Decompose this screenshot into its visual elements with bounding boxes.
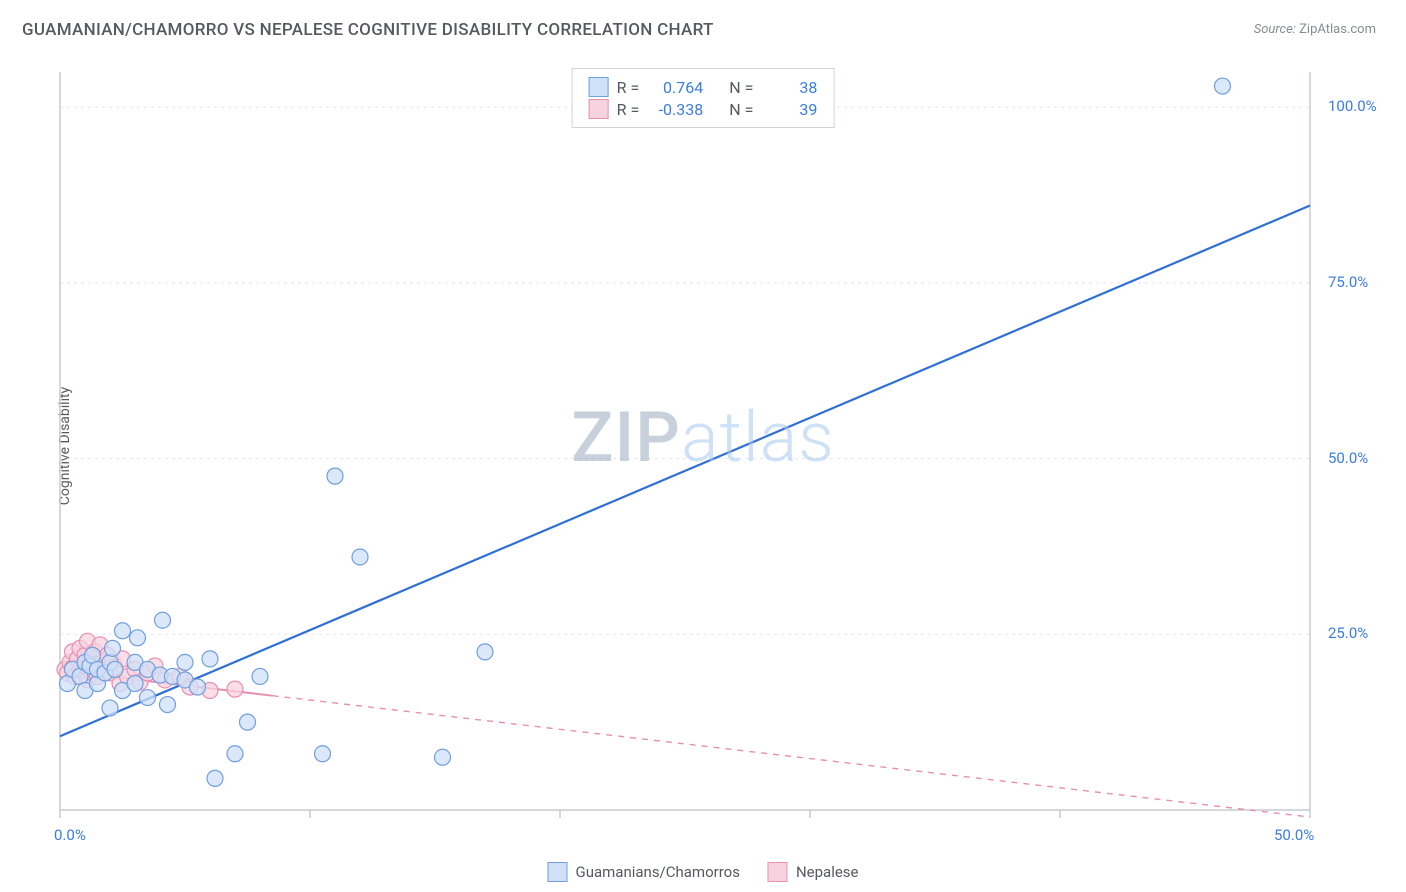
legend-r-value-series2: -0.338	[647, 100, 703, 119]
legend-row-series1: R = 0.764 N = 38	[589, 77, 818, 97]
legend-swatch-series1	[547, 862, 567, 882]
chart-title: GUAMANIAN/CHAMORRO VS NEPALESE COGNITIVE…	[22, 20, 714, 40]
legend-series: Guamanians/Chamorros Nepalese	[547, 862, 858, 882]
scatter-chart-svg	[50, 62, 1340, 832]
legend-swatch-series2	[768, 862, 788, 882]
y-tick-label: 100.0%	[1328, 97, 1377, 115]
source-value: ZipAtlas.com	[1299, 22, 1376, 37]
legend-correlation: R = 0.764 N = 38 R = -0.338 N = 39	[572, 68, 835, 128]
legend-item-series2: Nepalese	[768, 862, 859, 882]
y-tick-label: 25.0%	[1328, 624, 1368, 642]
y-tick-label: 75.0%	[1328, 273, 1368, 291]
legend-row-series2: R = -0.338 N = 39	[589, 99, 818, 119]
legend-r-label: R =	[617, 78, 640, 97]
legend-r-label: R =	[617, 100, 640, 119]
source-attribution: Source: ZipAtlas.com	[1254, 22, 1376, 37]
legend-item-series1: Guamanians/Chamorros	[547, 862, 739, 882]
source-label: Source:	[1254, 22, 1296, 37]
legend-label-series2: Nepalese	[796, 863, 859, 881]
legend-swatch-series1	[589, 77, 609, 97]
x-tick-label: 50.0%	[1274, 826, 1314, 844]
x-tick-label: 0.0%	[54, 826, 86, 844]
legend-n-label: N =	[729, 100, 753, 119]
legend-n-value-series2: 39	[761, 100, 817, 119]
y-tick-label: 50.0%	[1328, 449, 1368, 467]
legend-n-value-series1: 38	[761, 78, 817, 97]
legend-swatch-series2	[589, 99, 609, 119]
legend-r-value-series1: 0.764	[647, 78, 703, 97]
legend-label-series1: Guamanians/Chamorros	[575, 863, 739, 881]
chart-area: 0.0%50.0%	[50, 62, 1340, 832]
legend-n-label: N =	[729, 78, 753, 97]
